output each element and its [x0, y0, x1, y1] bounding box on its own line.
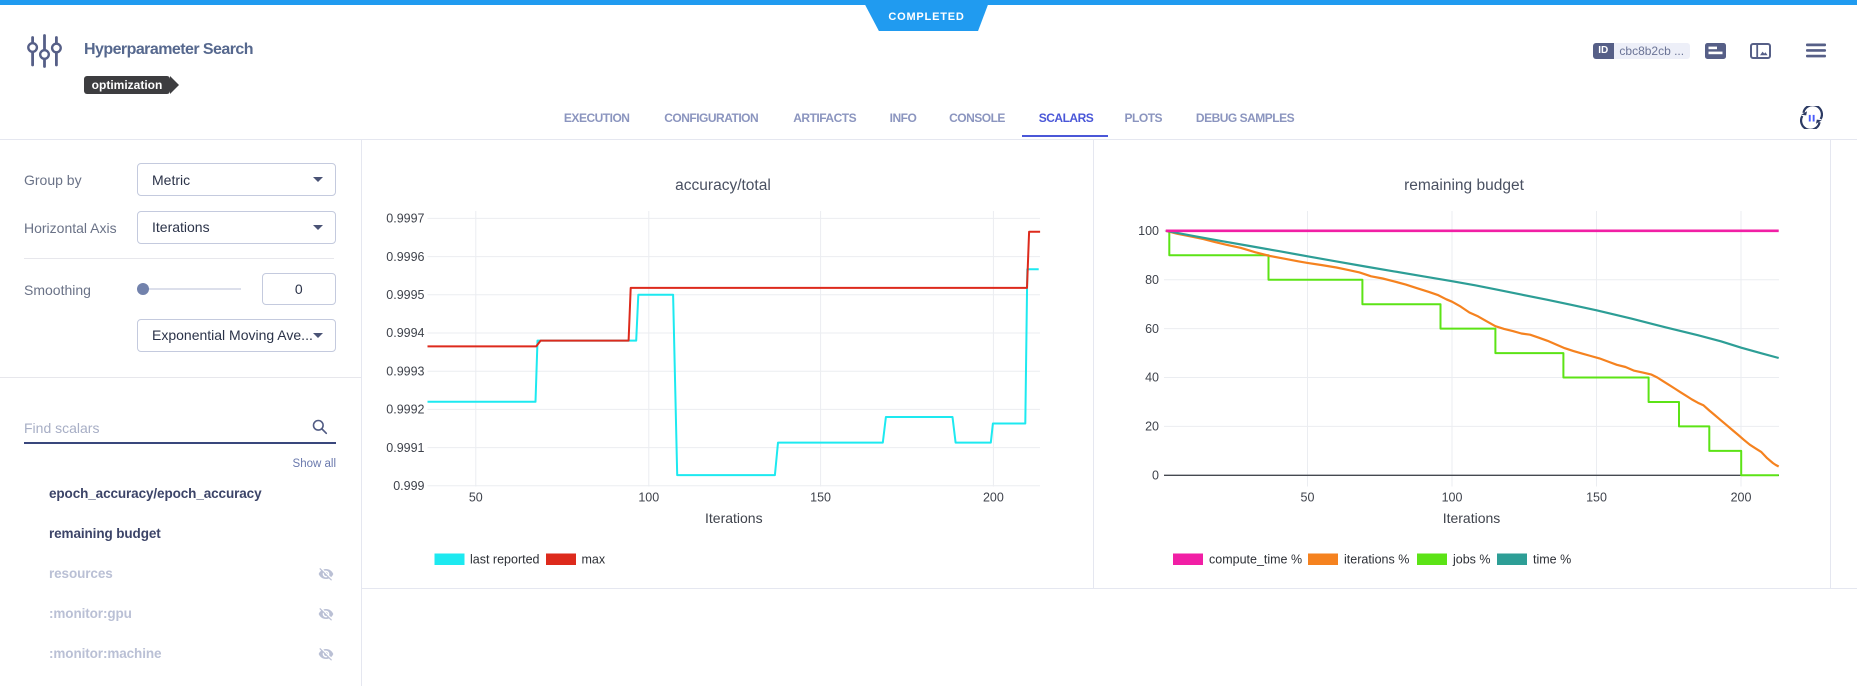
svg-text:0.9994: 0.9994 [386, 326, 424, 340]
svg-text:Iterations: Iterations [1443, 510, 1501, 526]
svg-text:remaining budget: remaining budget [1404, 177, 1524, 194]
svg-text:Iterations: Iterations [705, 510, 763, 526]
svg-text:0.999: 0.999 [393, 479, 424, 493]
svg-text:0.9991: 0.9991 [386, 441, 424, 455]
svg-text:0.9992: 0.9992 [386, 403, 424, 417]
svg-text:0.9993: 0.9993 [386, 364, 424, 378]
svg-text:0: 0 [1152, 469, 1159, 483]
svg-text:0.9997: 0.9997 [386, 212, 424, 226]
svg-text:100: 100 [1138, 224, 1159, 238]
svg-text:200: 200 [1731, 491, 1752, 505]
svg-text:last reported: last reported [470, 553, 540, 567]
svg-text:150: 150 [810, 491, 831, 505]
svg-text:80: 80 [1145, 273, 1159, 287]
svg-text:max: max [582, 553, 606, 567]
svg-text:0.9996: 0.9996 [386, 250, 424, 264]
svg-text:60: 60 [1145, 322, 1159, 336]
svg-text:accuracy/total: accuracy/total [675, 177, 771, 194]
svg-text:50: 50 [1301, 491, 1315, 505]
svg-text:100: 100 [638, 491, 659, 505]
svg-text:20: 20 [1145, 420, 1159, 434]
svg-text:40: 40 [1145, 371, 1159, 385]
svg-text:0.9995: 0.9995 [386, 288, 424, 302]
svg-text:time %: time % [1533, 553, 1571, 567]
svg-text:iterations %: iterations % [1344, 553, 1409, 567]
svg-text:200: 200 [983, 491, 1004, 505]
svg-text:jobs %: jobs % [1452, 553, 1491, 567]
svg-text:100: 100 [1442, 491, 1463, 505]
svg-text:150: 150 [1586, 491, 1607, 505]
svg-text:compute_time %: compute_time % [1209, 553, 1302, 567]
svg-text:50: 50 [469, 491, 483, 505]
